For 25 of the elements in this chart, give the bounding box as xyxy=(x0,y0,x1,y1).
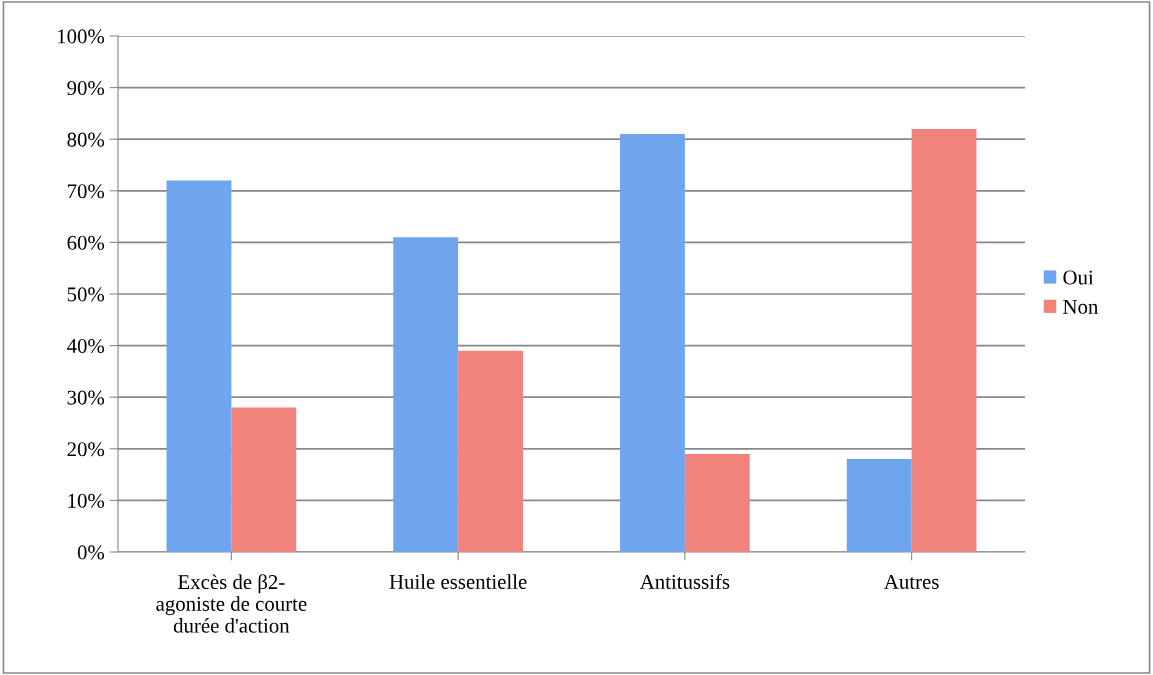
bar xyxy=(231,407,297,552)
x-tick-label: Excès de β2- agoniste de courte durée d'action xyxy=(156,574,307,633)
x-tick-label: Huile essentielle xyxy=(389,574,527,589)
bar xyxy=(846,459,912,552)
y-tick-label: 10% xyxy=(68,493,105,508)
x-tick-label: Antitussifs xyxy=(639,574,730,589)
y-tick-label: 30% xyxy=(67,390,105,405)
bar xyxy=(458,350,523,552)
bar xyxy=(166,180,232,552)
y-tick-label: 90% xyxy=(67,80,105,96)
x-tick-label: Autres xyxy=(884,574,939,589)
y-tick-label: 60% xyxy=(67,235,105,250)
bar xyxy=(684,453,750,552)
y-tick-label: 80% xyxy=(67,132,105,147)
y-tick-label: 20% xyxy=(67,442,105,457)
bar xyxy=(911,128,977,552)
y-tick-label: 40% xyxy=(67,338,105,354)
bar xyxy=(620,134,685,552)
y-tick-label: 0% xyxy=(77,545,105,560)
bar xyxy=(393,237,459,552)
y-tick-label: 100% xyxy=(58,29,105,44)
legend-label: Non xyxy=(1063,300,1099,314)
y-tick-label: 70% xyxy=(67,184,105,199)
legend-label: Oui xyxy=(1063,270,1094,285)
y-tick-label: 50% xyxy=(67,287,105,302)
